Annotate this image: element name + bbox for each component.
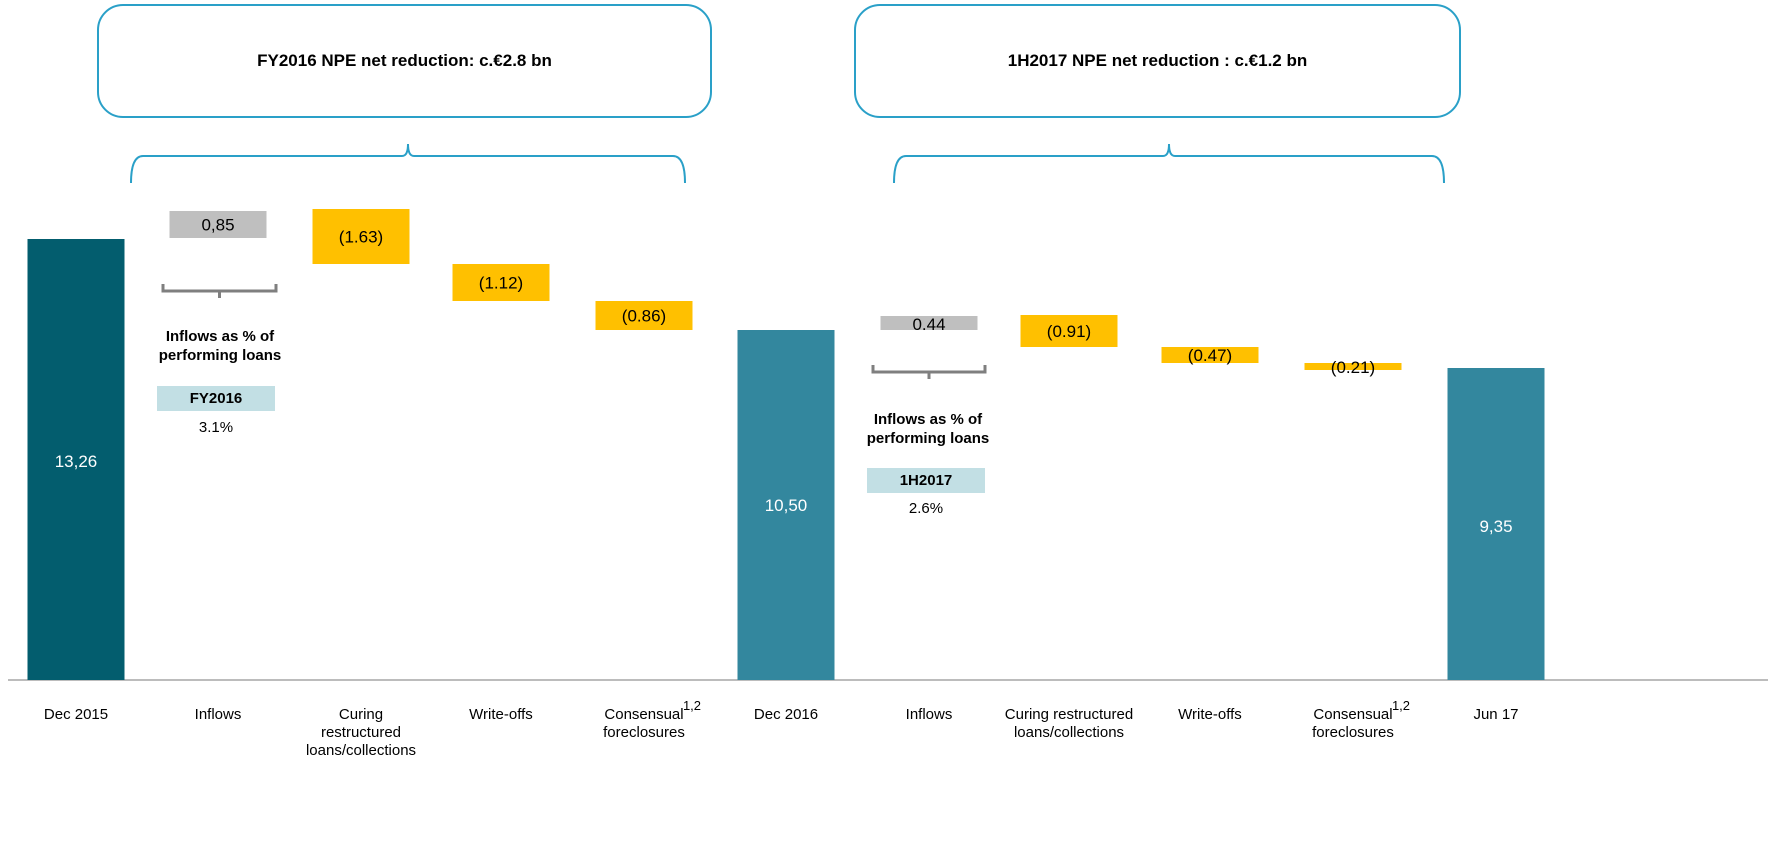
- value-label-curing-restructured-loans-collections-h12017: (0.91): [1047, 322, 1091, 341]
- category-label-inflows-fy2016: Inflows: [195, 706, 242, 723]
- value-label-jun-17-h12017: 9,35: [1479, 517, 1512, 536]
- category-label-consensual-foreclosures-h12017: Consensual foreclosures: [1312, 706, 1394, 741]
- h12017-inflows-caption: Inflows as % of performing loans: [866, 411, 990, 447]
- bar-dec-2015-fy2016: [27, 239, 125, 680]
- bar-dec-2016-dec2016: [737, 330, 835, 680]
- bar-write-offs-fy2016: [452, 264, 550, 301]
- value-label-consensual-foreclosures-h12017: (0.21): [1331, 358, 1375, 377]
- bar-jun-17-h12017: [1447, 368, 1545, 680]
- category-label-consensual-foreclosures-fy2016: Consensual foreclosures: [603, 706, 685, 741]
- h12017-inflows-value: 2.6%: [908, 500, 944, 517]
- category-label-dec-2015-fy2016: Dec 2015: [44, 706, 108, 723]
- fy2016-period-tag: FY2016: [157, 386, 275, 411]
- value-label-write-offs-fy2016: (1.12): [479, 274, 523, 293]
- category-label-write-offs-fy2016: Write-offs: [469, 706, 533, 723]
- value-label-consensual-foreclosures-fy2016: (0.86): [622, 307, 666, 326]
- value-label-dec-2015-fy2016: 13,26: [55, 452, 98, 471]
- h12017-reduction-callout: 1H2017 NPE net reduction : c.€1.2 bn: [854, 4, 1461, 118]
- category-label-jun-17-h12017: Jun 17: [1473, 706, 1518, 723]
- fy2016-reduction-callout: FY2016 NPE net reduction: c.€2.8 bn: [97, 4, 712, 118]
- bar-curing-restructured-loans-collections-fy2016: [312, 209, 410, 264]
- bar-inflows-fy2016: [169, 211, 267, 238]
- h12017-bracket: [893, 143, 1445, 184]
- fy2016-inflows-bracket: [161, 284, 278, 298]
- value-label-curing-restructured-loans-collections-fy2016: (1.63): [339, 228, 383, 247]
- bar-write-offs-h12017: [1161, 347, 1259, 363]
- bar-inflows-h12017: [880, 316, 978, 330]
- fy2016-inflows-caption: Inflows as % of performing loans: [158, 328, 282, 364]
- bar-consensual-foreclosures-fy2016: [595, 301, 693, 330]
- bar-curing-restructured-loans-collections-h12017: [1020, 315, 1118, 347]
- footnote-marker-consensual-foreclosures-fy2016: 1,2: [683, 698, 701, 713]
- value-label-inflows-fy2016: 0,85: [201, 216, 234, 235]
- category-label-inflows-h12017: Inflows: [906, 706, 953, 723]
- category-label-write-offs-h12017: Write-offs: [1178, 706, 1242, 723]
- fy2016-inflows-value: 3.1%: [198, 419, 234, 436]
- value-label-dec-2016-dec2016: 10,50: [765, 496, 808, 515]
- category-label-dec-2016-dec2016: Dec 2016: [754, 706, 818, 723]
- value-label-write-offs-h12017: (0.47): [1188, 346, 1232, 365]
- bar-consensual-foreclosures-h12017: [1304, 363, 1402, 370]
- category-label-curing-restructured-loans-collections-h12017: Curing restructured loans/collections: [1005, 706, 1133, 741]
- footnote-marker-consensual-foreclosures-h12017: 1,2: [1392, 698, 1410, 713]
- category-label-curing-restructured-loans-collections-fy2016: Curing restructured loans/collections: [306, 706, 416, 759]
- h12017-inflows-bracket: [871, 365, 987, 379]
- fy2016-bracket: [130, 143, 686, 184]
- value-label-inflows-h12017: 0.44: [912, 315, 945, 334]
- h12017-period-tag: 1H2017: [867, 468, 985, 493]
